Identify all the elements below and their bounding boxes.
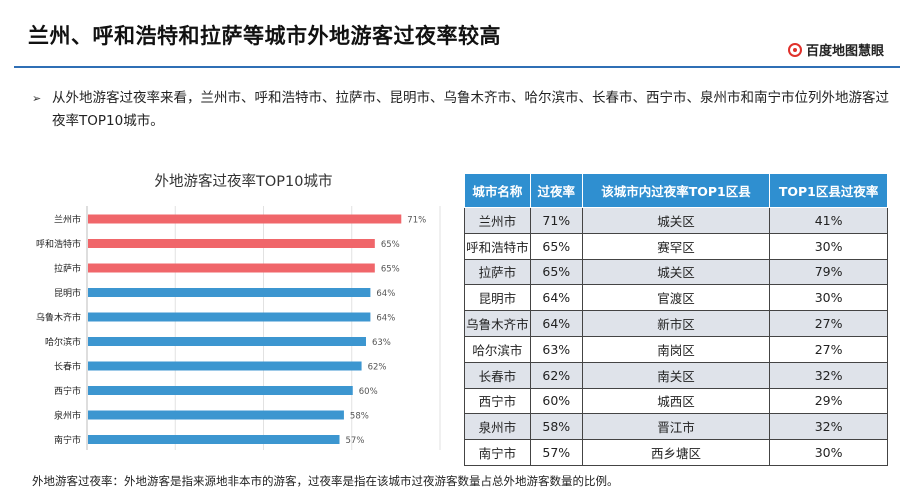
- table-cell: 32%: [769, 413, 888, 441]
- table-cell: 南宁市: [464, 439, 531, 466]
- value-label: 64%: [376, 314, 395, 324]
- table-cell: 30%: [769, 284, 888, 312]
- table-cell: 29%: [769, 387, 888, 415]
- table-cell: 赛罕区: [581, 232, 771, 260]
- table-cell: 62%: [529, 361, 583, 389]
- bar: [88, 337, 366, 346]
- table-cell: 泉州市: [464, 413, 531, 441]
- arrow-bullet-icon: ➢: [32, 92, 42, 105]
- table-cell: 30%: [769, 439, 888, 466]
- bar: [88, 361, 362, 371]
- chart-title: 外地游客过夜率TOP10城市: [155, 173, 333, 190]
- table-cell: 79%: [769, 258, 888, 286]
- table-cell: 63%: [529, 335, 583, 363]
- table-cell: 城关区: [581, 207, 771, 234]
- table-row: 西宁市 60% 城西区 29%: [464, 387, 888, 415]
- value-label: 65%: [381, 240, 400, 250]
- category-label: 兰州市: [54, 214, 81, 226]
- table-cell: 65%: [529, 232, 583, 260]
- table-cell: 晋江市: [581, 413, 771, 441]
- table-cell: 65%: [529, 258, 583, 286]
- table-header-row: 城市名称 过夜率 该城市内过夜率TOP1区县 TOP1区县过夜率: [464, 173, 888, 208]
- table-cell: 城西区: [581, 387, 771, 415]
- value-label: 62%: [368, 363, 387, 373]
- city-table: 城市名称 过夜率 该城市内过夜率TOP1区县 TOP1区县过夜率 兰州市 71% 城关区 4…: [464, 173, 888, 466]
- summary-text: 从外地游客过夜率来看，兰州市、呼和浩特市、拉萨市、昆明市、乌鲁木齐市、哈尔滨市、…: [52, 90, 889, 129]
- table-cell: 昆明市: [464, 284, 531, 312]
- table-cell: 西乡塘区: [581, 439, 771, 466]
- overnight-rate-chart: 外地游客过夜率TOP10城市兰州市 71% 呼和浩特市 65% 拉萨市 65% 昆明市 64%…: [30, 168, 450, 460]
- category-label: 拉萨市: [54, 263, 81, 275]
- summary-bullet: ➢ 从外地游客过夜率来看，兰州市、呼和浩特市、拉萨市、昆明市、乌鲁木齐市、哈尔滨…: [32, 87, 892, 133]
- bar: [88, 410, 344, 420]
- table-cell: 西宁市: [464, 387, 531, 415]
- brand-logo: 百度地图慧眼: [787, 40, 884, 59]
- category-label: 哈尔滨市: [45, 336, 81, 348]
- value-label: 58%: [350, 412, 369, 422]
- table-cell: 58%: [529, 413, 583, 441]
- table-cell: 64%: [529, 284, 583, 312]
- table-cell: 27%: [769, 335, 888, 363]
- footnote: 外地游客过夜率：外地游客是指来源地非本市的游客，过夜率是指在该城市过夜游客数量占…: [32, 474, 619, 488]
- table-cell: 30%: [769, 232, 888, 260]
- table-cell: 拉萨市: [464, 258, 531, 286]
- table-row: 兰州市 71% 城关区 41%: [464, 207, 888, 234]
- table-cell: 南岗区: [581, 335, 771, 363]
- table-cell: 兰州市: [464, 207, 531, 234]
- category-label: 西宁市: [54, 385, 81, 397]
- map-pin-icon: [787, 42, 802, 57]
- table-cell: 71%: [529, 207, 583, 234]
- table-cell: 64%: [529, 310, 583, 337]
- page-title: 兰州、呼和浩特和拉萨等城市外地游客过夜率较高: [28, 24, 501, 48]
- category-label: 昆明市: [54, 287, 81, 299]
- value-label: 71%: [407, 216, 426, 226]
- category-label: 呼和浩特市: [36, 238, 81, 250]
- value-label: 63%: [372, 338, 391, 348]
- table-header-cell: TOP1区县过夜率: [769, 173, 888, 208]
- category-label: 泉州市: [54, 410, 81, 422]
- table-body: 兰州市 71% 城关区 41% 呼和浩特市 65% 赛罕区 30% 拉萨市 65% 城关区 79% 昆明…: [464, 207, 888, 466]
- table-row: 长春市 62% 南关区 32%: [464, 361, 888, 389]
- table-row: 泉州市 58% 晋江市 32%: [464, 413, 888, 441]
- bar: [88, 288, 371, 297]
- category-label: 乌鲁木齐市: [36, 312, 81, 324]
- value-label: 57%: [346, 436, 365, 446]
- table-cell: 新市区: [581, 310, 771, 337]
- bar: [88, 263, 375, 273]
- table-cell: 城关区: [581, 258, 771, 286]
- table-cell: 长春市: [464, 361, 531, 389]
- table-header-cell: 城市名称: [464, 173, 531, 208]
- table-cell: 呼和浩特市: [464, 232, 531, 260]
- table-row: 呼和浩特市 65% 赛罕区 30%: [464, 232, 888, 260]
- category-label: 长春市: [54, 361, 81, 373]
- table-cell: 57%: [529, 439, 583, 466]
- bar: [88, 435, 340, 444]
- table-cell: 27%: [769, 310, 888, 337]
- table-cell: 乌鲁木齐市: [464, 310, 531, 337]
- table-cell: 官渡区: [581, 284, 771, 312]
- table-row: 南宁市 57% 西乡塘区 30%: [464, 439, 888, 466]
- table-row: 昆明市 64% 官渡区 30%: [464, 284, 888, 312]
- table-cell: 32%: [769, 361, 888, 389]
- category-label: 南宁市: [54, 434, 81, 446]
- table-cell: 41%: [769, 207, 888, 234]
- bar: [88, 239, 375, 248]
- table-cell: 南关区: [581, 361, 771, 389]
- table-header-cell: 该城市内过夜率TOP1区县: [581, 173, 771, 208]
- table-header-cell: 过夜率: [529, 173, 583, 208]
- value-label: 65%: [381, 265, 400, 275]
- bar: [88, 214, 402, 224]
- title-divider: [14, 66, 900, 68]
- value-label: 64%: [376, 289, 395, 299]
- table-cell: 哈尔滨市: [464, 335, 531, 363]
- table-row: 哈尔滨市 63% 南岗区 27%: [464, 335, 888, 363]
- table-cell: 60%: [529, 387, 583, 415]
- table-row: 拉萨市 65% 城关区 79%: [464, 258, 888, 286]
- table-row: 乌鲁木齐市 64% 新市区 27%: [464, 310, 888, 337]
- brand-name: 百度地图慧眼: [805, 44, 884, 59]
- value-label: 60%: [359, 387, 378, 397]
- bar: [88, 386, 353, 395]
- bar: [88, 312, 371, 322]
